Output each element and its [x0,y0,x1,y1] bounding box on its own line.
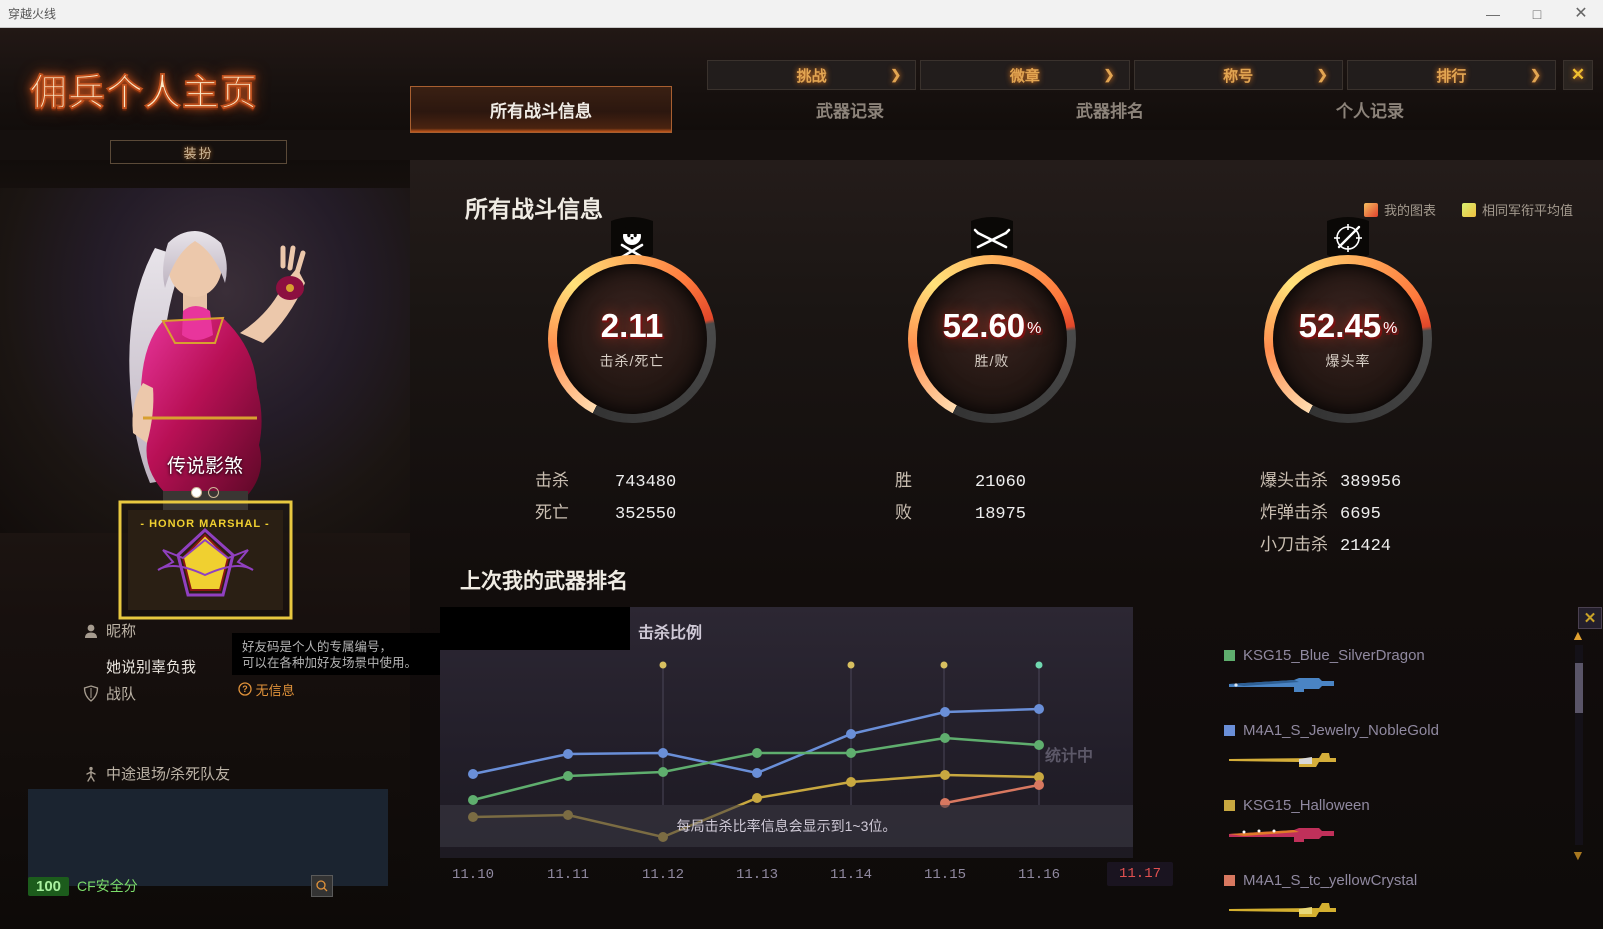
svg-text:?: ? [242,684,248,694]
